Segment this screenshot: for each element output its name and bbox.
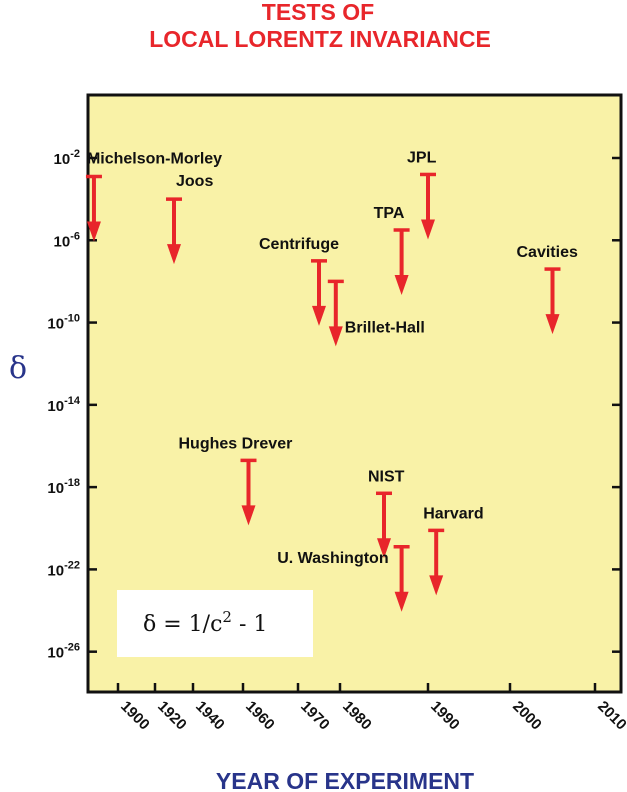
y-tick-base: 10	[47, 398, 64, 415]
x-tick-label: 2000	[509, 698, 545, 734]
experiment-marker: NIST	[368, 468, 405, 559]
y-tick-label: 10-26	[47, 642, 80, 662]
y-tick-base: 10	[47, 316, 64, 333]
y-tick-exponent: -2	[70, 148, 80, 160]
y-axis-label: δ	[9, 351, 27, 386]
experiment-label: Cavities	[517, 244, 578, 261]
experiment-label: U. Washington	[277, 550, 388, 567]
arrow-head	[86, 221, 101, 242]
x-tick-label: 1920	[154, 698, 190, 734]
x-tick-label: 1900	[117, 698, 153, 734]
formula-lhs: δ = 1/c	[143, 612, 222, 637]
x-axis-label: YEAR OF EXPERIMENT	[216, 768, 474, 792]
arrow-head	[545, 314, 560, 335]
experiment-markers: Michelson-Morley Joos Hughes Drever Centrif…	[85, 149, 578, 612]
y-tick-base: 10	[47, 480, 64, 497]
x-tick-label: 1990	[427, 698, 463, 734]
chart-title: TESTS OF LOCAL LORENTZ INVARIANCE	[149, 0, 491, 52]
chart-title-line-2: LOCAL LORENTZ INVARIANCE	[149, 26, 491, 52]
experiment-label: Centrifuge	[259, 236, 339, 253]
y-tick-label: 10-2	[54, 148, 80, 168]
experiment-label: Joos	[176, 173, 213, 190]
x-tick-label: 1970	[297, 698, 333, 734]
x-tick-label: 1960	[242, 698, 278, 734]
experiment-label: TPA	[374, 205, 405, 222]
x-tick-label: 2010	[594, 698, 627, 734]
arrow-head	[328, 326, 343, 347]
y-tick-exponent: -14	[64, 395, 81, 407]
experiment-marker: Centrifuge	[259, 236, 339, 326]
arrow-head	[241, 505, 256, 526]
experiment-marker: Cavities	[517, 244, 578, 335]
experiment-marker: TPA	[374, 205, 410, 295]
experiment-label: Brillet-Hall	[345, 319, 425, 336]
chart-title-line-1: TESTS OF	[262, 0, 374, 25]
arrow-head	[377, 538, 391, 559]
x-tick-label: 1940	[192, 698, 228, 734]
experiment-label: NIST	[368, 468, 405, 485]
y-tick-exponent: -10	[64, 313, 80, 325]
y-tick-base: 10	[54, 151, 71, 168]
experiment-label: Hughes Drever	[179, 435, 293, 452]
y-tick-label: 10-22	[47, 559, 80, 579]
formula-background	[117, 590, 313, 657]
experiment-marker: JPL	[407, 149, 437, 240]
experiment-label: JPL	[407, 149, 437, 166]
formula-rhs: - 1	[232, 612, 267, 637]
y-tick-label: 10-10	[47, 313, 80, 333]
arrow-head	[421, 219, 435, 240]
y-tick-label: 10-18	[47, 477, 80, 497]
y-tick-exponent: -22	[64, 559, 80, 571]
experiment-marker: Joos	[166, 173, 213, 265]
experiment-label: Harvard	[423, 505, 483, 522]
arrow-head	[394, 591, 409, 612]
formula-text: δ = 1/c2 - 1	[143, 608, 267, 637]
arrow-head	[394, 274, 409, 295]
formula-box: δ = 1/c2 - 1	[117, 590, 313, 657]
y-tick-exponent: -6	[70, 230, 80, 242]
arrow-head	[429, 575, 444, 596]
experiment-marker: Michelson-Morley	[85, 151, 222, 242]
y-tick-label: 10-14	[47, 395, 80, 415]
experiment-marker: U. Washington	[277, 545, 410, 612]
x-tick-label: 1980	[339, 698, 375, 734]
y-tick-exponent: -18	[64, 477, 80, 489]
experiment-label: Michelson-Morley	[87, 151, 222, 168]
experiment-marker: Hughes Drever	[179, 435, 293, 526]
arrow-head	[167, 244, 181, 265]
y-tick-base: 10	[54, 233, 71, 250]
experiment-marker: Harvard	[423, 505, 484, 596]
y-tick-label: 10-6	[54, 230, 80, 250]
y-tick-base: 10	[47, 645, 64, 662]
arrow-head	[312, 305, 326, 326]
y-tick-base: 10	[47, 562, 64, 579]
formula-superscript: 2	[222, 608, 232, 626]
experiment-marker: Brillet-Hall	[327, 279, 425, 347]
y-tick-exponent: -26	[64, 642, 80, 654]
